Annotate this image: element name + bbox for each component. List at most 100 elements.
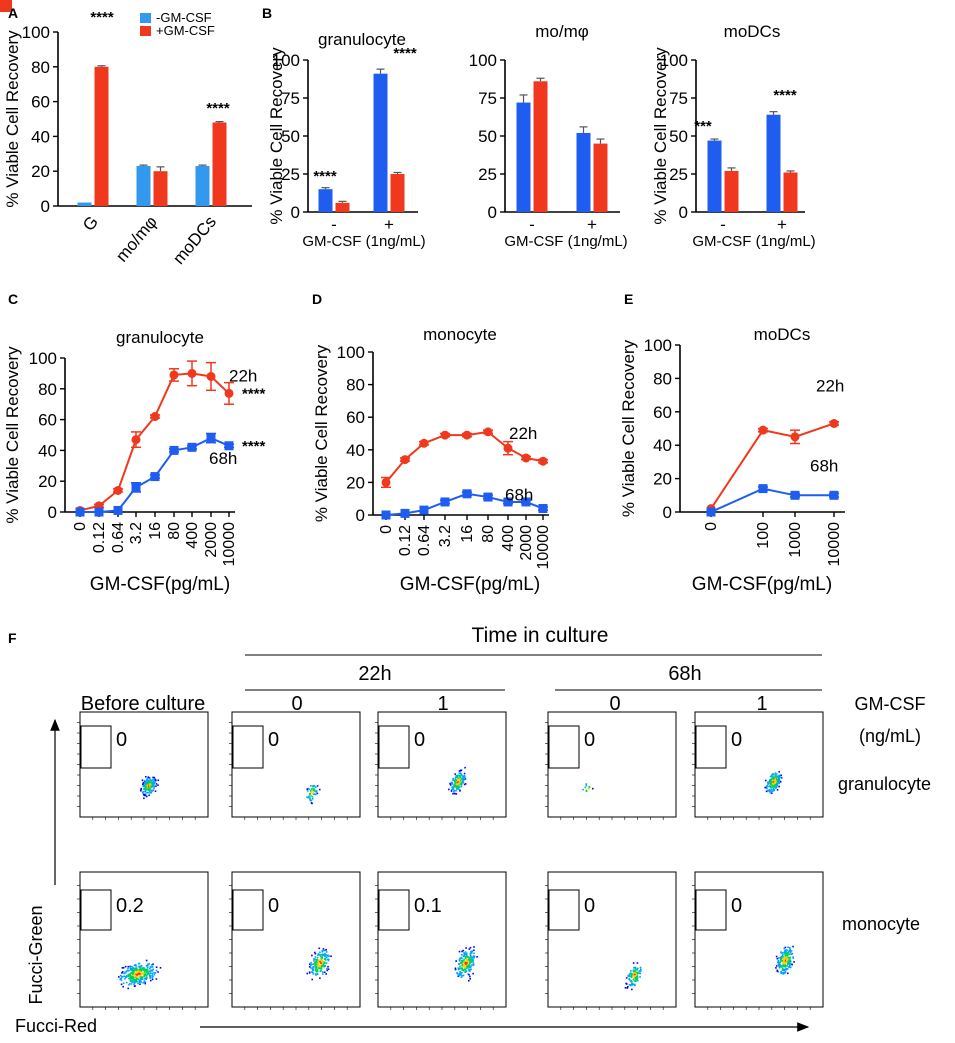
data-point-68h: [75, 507, 85, 517]
event-dot: [142, 969, 144, 971]
event-dot: [328, 955, 331, 957]
event-dot: [459, 788, 461, 791]
x-tick-label: 100: [755, 522, 772, 549]
data-point-22h: [538, 456, 548, 466]
event-dot: [316, 970, 319, 973]
event-dot: [132, 966, 134, 969]
event-dot: [787, 972, 789, 975]
x-axis-label: GM-CSF (1ng/mL): [504, 233, 627, 250]
flow-plot: 0: [375, 711, 507, 820]
bar-A1+/+: [516, 102, 531, 212]
event-dot: [326, 954, 329, 956]
flow-plot-frame: [79, 711, 209, 818]
event-dot: [128, 969, 130, 972]
event-dot: [778, 782, 780, 785]
event-dot: [451, 781, 453, 784]
event-dot: [457, 968, 460, 971]
event-dot: [328, 958, 330, 961]
event-dot: [145, 781, 148, 784]
event-dot: [330, 955, 332, 958]
event-dot: [635, 975, 638, 977]
event-dot: [152, 785, 155, 788]
event-dot: [458, 782, 461, 785]
series-label: 22h: [509, 424, 537, 443]
event-dot: [455, 780, 458, 783]
y-tick-label: 50: [281, 127, 300, 146]
chart-title: monocyte: [423, 325, 497, 344]
event-dot: [764, 786, 766, 789]
event-dot: [784, 949, 786, 952]
event-dot: [133, 980, 135, 983]
event-dot: [636, 979, 639, 982]
event-dot: [138, 981, 140, 984]
event-dot: [144, 982, 147, 985]
event-dot: [322, 962, 325, 965]
event-dot: [784, 964, 786, 966]
event-dot: [459, 780, 461, 783]
x-axis-label: GM-CSF (1ng/mL): [692, 233, 815, 250]
event-dot: [123, 972, 125, 975]
event-dot: [147, 791, 149, 794]
y-tick-label: 100: [272, 51, 300, 70]
y-tick-label: 50: [669, 127, 688, 146]
event-dot: [461, 969, 464, 971]
event-dot: [308, 972, 311, 974]
event-dot: [145, 779, 148, 781]
event-dot: [132, 971, 134, 974]
event-dot: [135, 967, 138, 969]
event-dot: [455, 779, 458, 782]
event-dot: [455, 775, 457, 777]
event-dot: [778, 964, 780, 967]
y-tick-label: 20: [346, 473, 365, 492]
event-dot: [137, 975, 139, 977]
data-point-22h: [150, 412, 160, 422]
flow-plot: 0: [229, 711, 361, 820]
event-dot: [634, 977, 637, 979]
event-dot: [463, 964, 465, 967]
event-dot: [471, 964, 473, 966]
y-axis-label: % Viable Cell Recovery: [312, 344, 331, 522]
event-dot: [450, 790, 453, 792]
event-dot: [778, 770, 781, 773]
event-dot: [133, 975, 136, 977]
event-dot: [151, 779, 154, 781]
flow-plot-frame: [377, 871, 507, 1008]
event-dot: [635, 979, 637, 982]
event-dot: [635, 971, 637, 973]
chart-b-2: 0 25 50 75 100 mo/mφ GM-CSF (1ng/mL)- +: [469, 22, 628, 250]
event-dot: [316, 969, 318, 972]
event-dot: [789, 948, 791, 951]
event-dot: [148, 785, 151, 787]
event-dot: [314, 962, 316, 965]
event-dot: [458, 782, 460, 785]
event-dot: [777, 781, 779, 783]
event-dot: [464, 955, 467, 958]
event-dot: [634, 984, 636, 987]
event-dot: [767, 782, 769, 784]
flow-plot: 0: [545, 871, 677, 1010]
data-point-22h: [381, 477, 391, 487]
y-tick-label: 25: [478, 165, 497, 184]
event-dot: [632, 962, 635, 964]
gate-box: [232, 725, 264, 769]
series-label: 22h: [229, 366, 257, 385]
event-dot: [780, 774, 782, 777]
event-dot: [136, 976, 138, 979]
event-dot: [780, 951, 782, 953]
bar-A1-/-: [783, 172, 798, 212]
event-dot: [786, 963, 789, 965]
event-dot: [786, 954, 788, 957]
series-line-22h: [710, 422, 835, 510]
event-dot: [767, 781, 769, 784]
event-dot: [127, 965, 130, 968]
event-dot: [456, 779, 458, 781]
event-dot: [154, 972, 157, 974]
event-dot: [314, 793, 316, 796]
event-dot: [632, 978, 635, 981]
event-dot: [783, 969, 786, 972]
event-dot: [135, 965, 137, 967]
event-dot: [149, 792, 151, 794]
event-dot: [153, 972, 155, 974]
event-dot: [139, 965, 141, 968]
event-dot: [460, 956, 463, 959]
